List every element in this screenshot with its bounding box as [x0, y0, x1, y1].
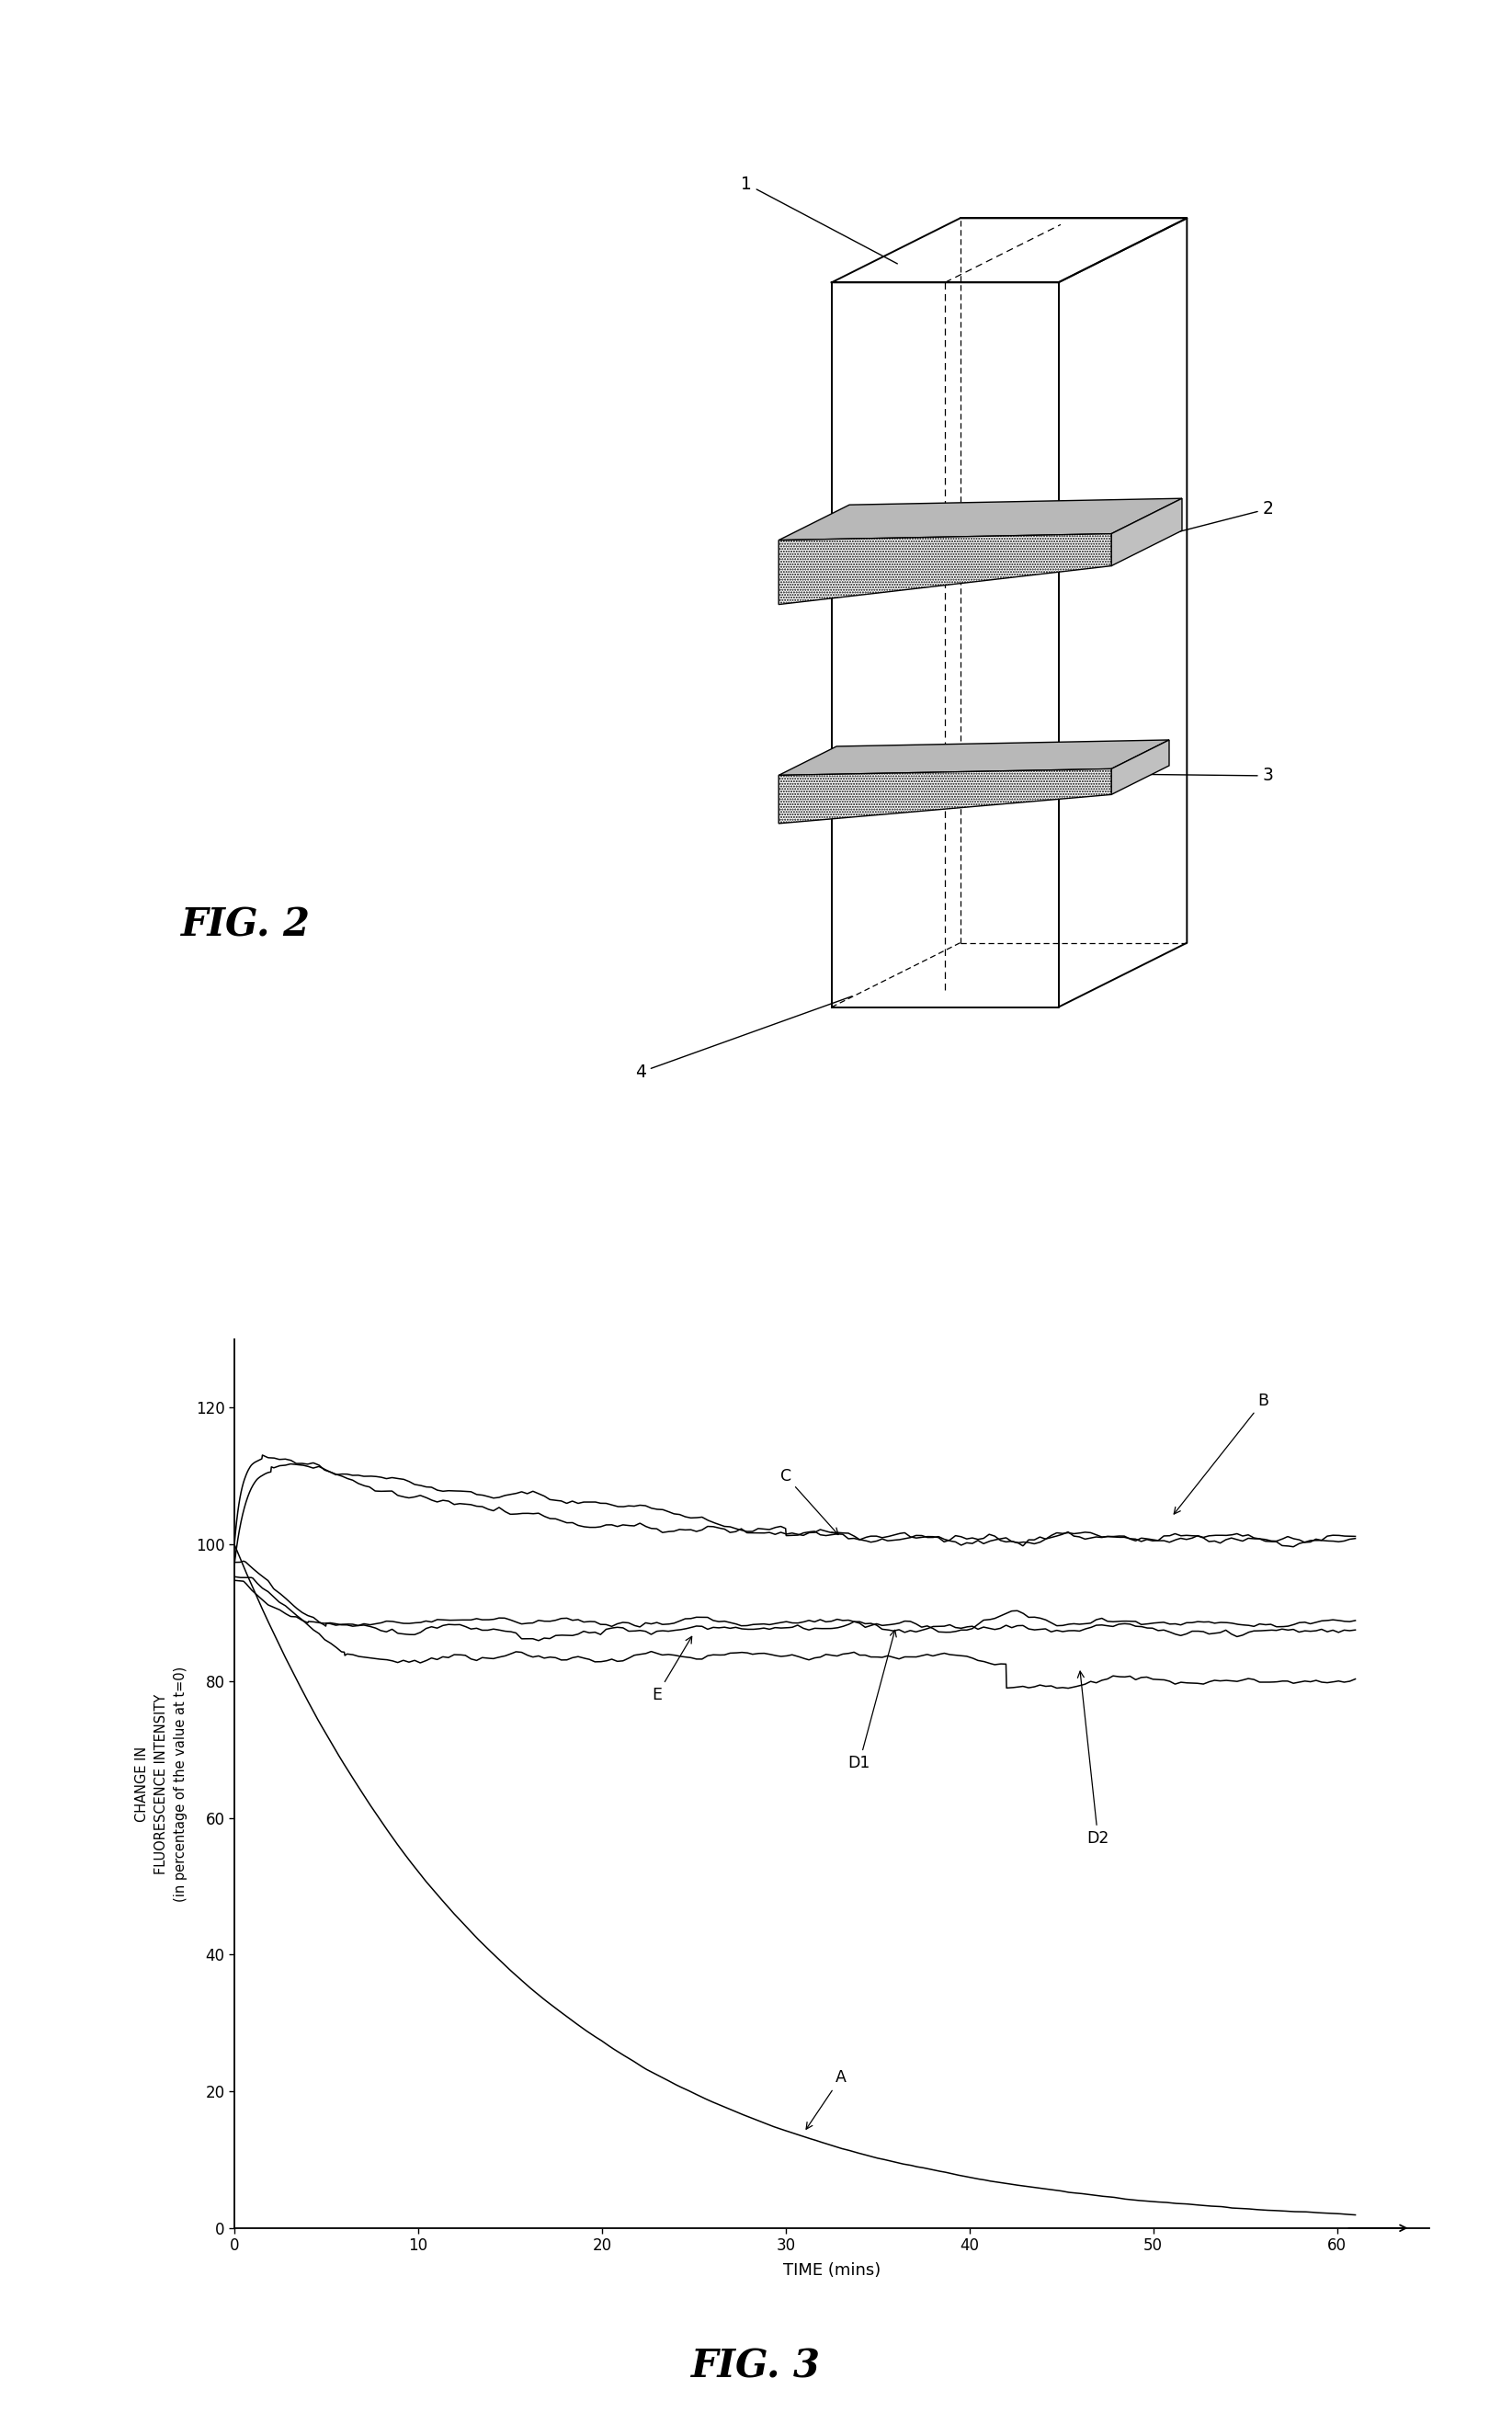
Polygon shape	[779, 740, 1169, 774]
Text: C: C	[780, 1468, 838, 1534]
Text: 1: 1	[741, 175, 898, 263]
Polygon shape	[779, 499, 1182, 541]
Polygon shape	[779, 533, 1111, 604]
X-axis label: TIME (mins): TIME (mins)	[783, 2262, 880, 2279]
Text: E: E	[652, 1636, 692, 1702]
Polygon shape	[1111, 499, 1182, 565]
Y-axis label: CHANGE IN
FLUORESCENCE INTENSITY
(in percentage of the value at t=0): CHANGE IN FLUORESCENCE INTENSITY (in per…	[136, 1666, 187, 1902]
Polygon shape	[779, 769, 1111, 823]
Text: FIG. 3: FIG. 3	[691, 2347, 821, 2386]
Polygon shape	[1111, 740, 1169, 794]
Text: D2: D2	[1078, 1670, 1110, 1846]
Text: B: B	[1173, 1393, 1269, 1515]
Text: A: A	[806, 2070, 847, 2128]
Text: FIG. 2: FIG. 2	[181, 906, 311, 945]
Text: D1: D1	[848, 1629, 897, 1770]
Text: 3: 3	[1131, 767, 1273, 784]
Text: 2: 2	[1136, 499, 1273, 543]
Text: 4: 4	[635, 996, 851, 1081]
